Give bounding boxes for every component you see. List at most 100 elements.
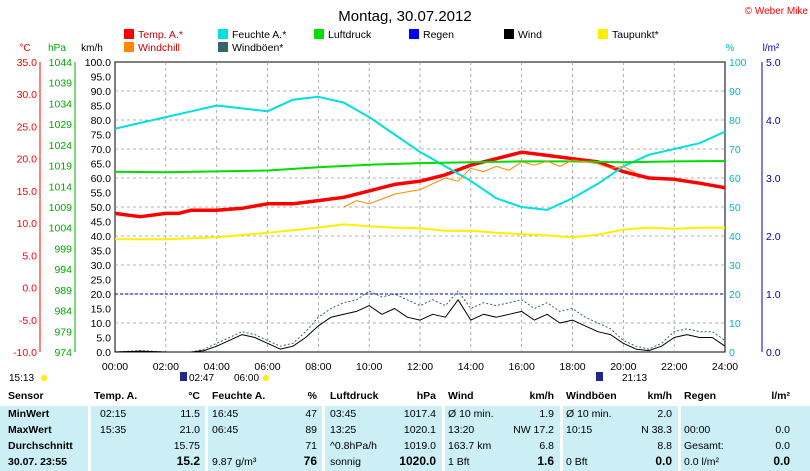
legend-swatch [504,29,514,39]
gusts-row-value: 8.8 [657,440,672,452]
humidity-row-note: 16:45 [212,408,239,420]
pressure-tick-label: 1004 [49,223,73,235]
wind-row-value: NW 17.2 [513,424,554,436]
rain-tick-label: 3.0 [766,173,781,185]
wind-row-value: 1.6 [537,454,554,468]
wind-tick-label: 65.0 [91,159,112,171]
x-tick-label: 22:00 [661,361,687,373]
rain-tick-label: 1.0 [766,289,781,301]
pressure-tick-label: 1019 [49,161,73,173]
x-tick-label: 14:00 [458,361,484,373]
legend-label: Windböen* [232,42,283,54]
humidity-column-title: Feuchte A. [212,390,266,402]
sunrise-time: 02:47 [189,373,214,384]
table-header-row [0,384,810,406]
legend-label: Taupunkt* [612,29,659,41]
legend-label: Regen [423,29,454,41]
pressure-tick-label: 1039 [49,78,73,90]
gusts-row-note: 0 Bft [566,456,588,468]
legend-swatch [314,29,324,39]
legend-swatch [124,29,134,39]
humidity-column-unit: % [307,390,317,402]
temp-tick-label: 30.0 [17,89,38,101]
wind-row-value: 6.8 [539,440,554,452]
legend-swatch [598,29,608,39]
wind-tick-label: 35.0 [91,246,112,258]
x-tick-label: 16:00 [509,361,535,373]
wind-tick-label: 30.0 [91,260,112,272]
wind-row-note: 13:20 [448,424,475,436]
pressure-row-value: 1020.0 [399,454,436,468]
sunset-icon [596,372,603,381]
x-tick-label: 04:00 [204,361,230,373]
x-tick-label: 18:00 [559,361,585,373]
wind-tick-label: 45.0 [91,217,112,229]
rain-column-title: Regen [684,390,717,402]
rain-row-value: 0.0 [775,440,790,452]
pressure-row-value: 1019.0 [403,440,436,452]
temp-column-unit: °C [188,390,200,402]
temp-tick-label: 0.0 [22,283,37,295]
temp-tick-label: 10.0 [17,218,38,230]
row-label-max: MaxWert [8,424,52,436]
pressure-tick-label: 974 [54,347,72,359]
weather-chart: °C hPa km/h% l/m² 35.0 30.0 25.0 20.0 15.0 10.0 5.… [9,6,809,384]
humidity-row-value: 76 [303,454,317,468]
pressure-tick-label: 999 [54,243,72,255]
series-luftdruck [114,160,726,174]
dawn-sun-icon [263,375,269,381]
wind-column-unit: km/h [529,390,554,402]
temp-row-value: 15.75 [173,440,200,452]
row-label-sensor: Sensor [8,390,44,402]
row-label-current: 30.07. 23:55 [8,456,67,468]
wind-row-note: 163.7 km [448,440,492,452]
time-label: 15:13 [9,373,34,384]
rain-tick-label: 5.0 [766,57,781,69]
pressure-tick-label: 994 [54,264,72,276]
wind-row-note: Ø 10 min. [448,408,494,420]
gusts-column-unit: km/h [647,390,672,402]
axes: °C hPa km/h% l/m² 35.0 30.0 25.0 20.0 15.0 10.0 5.… [13,43,781,373]
pressure-tick-label: 1014 [49,181,73,193]
pressure-tick-label: 1029 [49,119,73,131]
rain-row-note: 0.0 l/m² [684,456,720,468]
wind-tick-label: 60.0 [91,173,112,185]
humidity-tick-label: 90 [729,86,741,98]
copyright-text: © Weber Mike [745,6,809,17]
temp-tick-label: 15.0 [17,186,38,198]
wind-tick-label: 70.0 [91,144,112,156]
wind-tick-label: 90.0 [91,86,112,98]
legend: Temp. A.* Feuchte A.* Luftdruck Regen Wind Ta… [124,29,659,54]
x-tick-label: 08:00 [305,361,331,373]
pressure-tick-label: 1009 [49,202,73,214]
gusts-row-value: 0.0 [655,454,672,468]
humidity-tick-label: 100 [729,57,747,69]
gusts-row-note: 10:15 [566,424,593,436]
humidity-tick-label: 20 [729,289,741,301]
stats-table: Sensor MinWert MaxWert Durchschnitt 30.0… [0,384,810,471]
series-taupunkt [115,223,725,241]
series-windb-en [114,290,726,353]
pressure-column-unit: hPa [416,390,436,402]
temp-tick-label: -10.0 [13,347,37,359]
humidity-row-value: 71 [305,440,317,452]
sunrise-icon [180,372,187,381]
wind-tick-label: 80.0 [91,115,112,127]
sun-icon [41,375,47,381]
humidity-tick-label: 10 [729,318,741,330]
humidity-tick-label: 80 [729,115,741,127]
series-windchill [343,159,637,208]
pressure-column-title: Luftdruck [330,390,379,402]
wind-tick-label: 50.0 [91,202,112,214]
wind-tick-label: 100.0 [85,57,111,69]
rain-tick-label: 2.0 [766,231,781,243]
grid [115,62,725,352]
pressure-tick-label: 984 [54,306,72,318]
temp-tick-label: 35.0 [17,57,38,69]
wind-axis-unit: km/h [81,43,103,54]
gusts-row-note: Ø 10 min. [566,408,612,420]
legend-label: Luftdruck [328,29,372,41]
humidity-tick-label: 60 [729,173,741,185]
pressure-tick-label: 1034 [49,98,73,110]
temp-tick-label: -5.0 [19,315,37,327]
